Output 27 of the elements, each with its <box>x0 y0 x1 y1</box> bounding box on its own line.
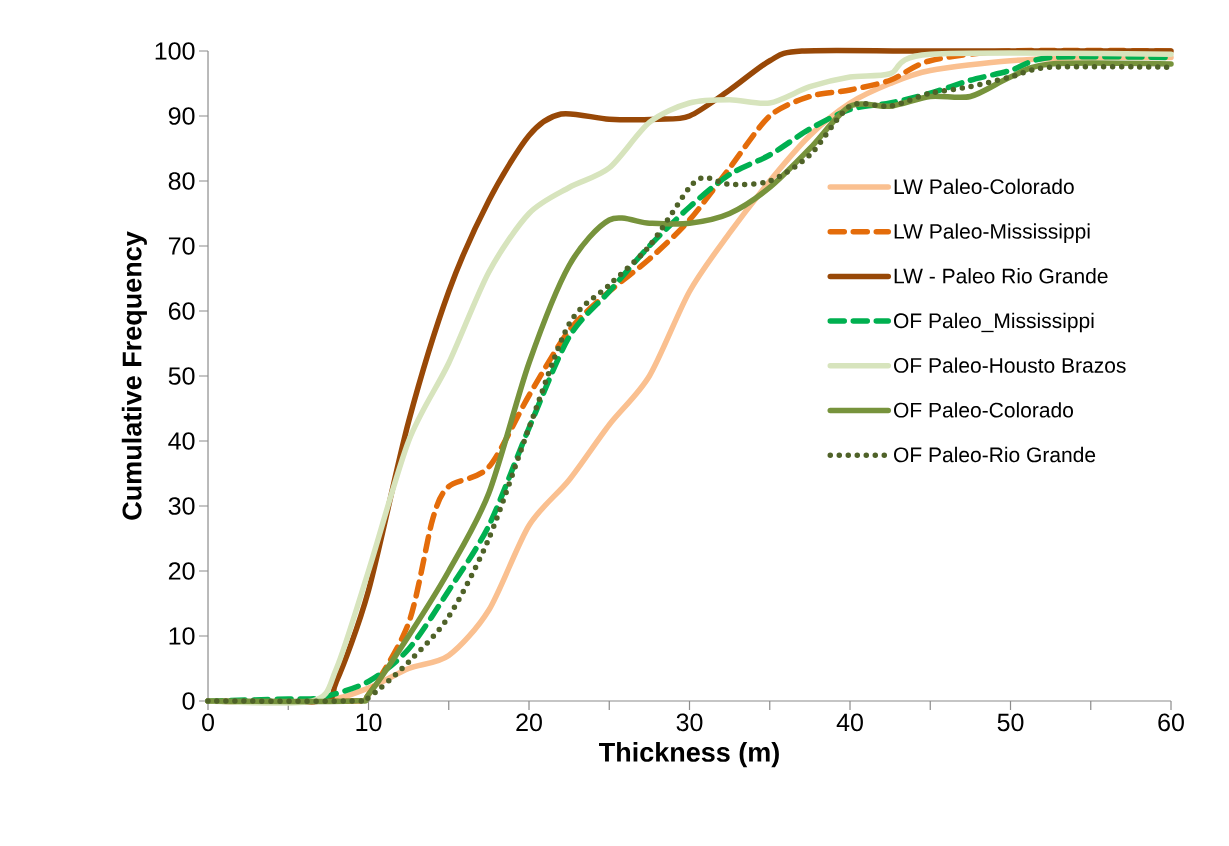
legend-label: OF Paleo-Colorado <box>894 402 1073 418</box>
x-tick-label: 60 <box>1158 713 1184 732</box>
y-tick-label: 70 <box>168 237 195 255</box>
legend-label: OF Paleo-Housto Brazos <box>894 357 1126 373</box>
y-tick-label: 60 <box>168 302 195 320</box>
y-tick-label: 40 <box>168 432 195 450</box>
x-tick-label: 0 <box>202 713 214 732</box>
x-tick-label: 50 <box>997 713 1024 732</box>
y-tick-label: 100 <box>155 42 195 60</box>
y-axis-title: Cumulative Frequency <box>121 231 147 520</box>
legend-label: LW Paleo-Colorado <box>894 178 1074 195</box>
legend-label: LW - Paleo Rio Grande <box>894 268 1108 284</box>
y-tick-label: 30 <box>168 497 195 515</box>
y-tick-label: 10 <box>169 627 195 645</box>
y-tick-label: 80 <box>168 172 195 190</box>
x-axis-title: Thickness (m) <box>599 742 779 768</box>
x-tick-label: 30 <box>676 713 703 732</box>
x-tick-label: 10 <box>356 713 382 732</box>
legend-label: OF Paleo-Rio Grande <box>894 446 1096 463</box>
y-tick-label: 0 <box>182 692 195 710</box>
y-tick-label: 90 <box>168 107 195 125</box>
y-tick-label: 20 <box>168 562 195 580</box>
legend-label: LW Paleo-Mississippi <box>894 223 1090 243</box>
x-tick-label: 20 <box>516 713 542 732</box>
legend-label: OF Paleo_Mississippi <box>894 312 1094 333</box>
x-tick-label: 40 <box>836 713 863 732</box>
y-tick-label: 50 <box>168 367 195 385</box>
